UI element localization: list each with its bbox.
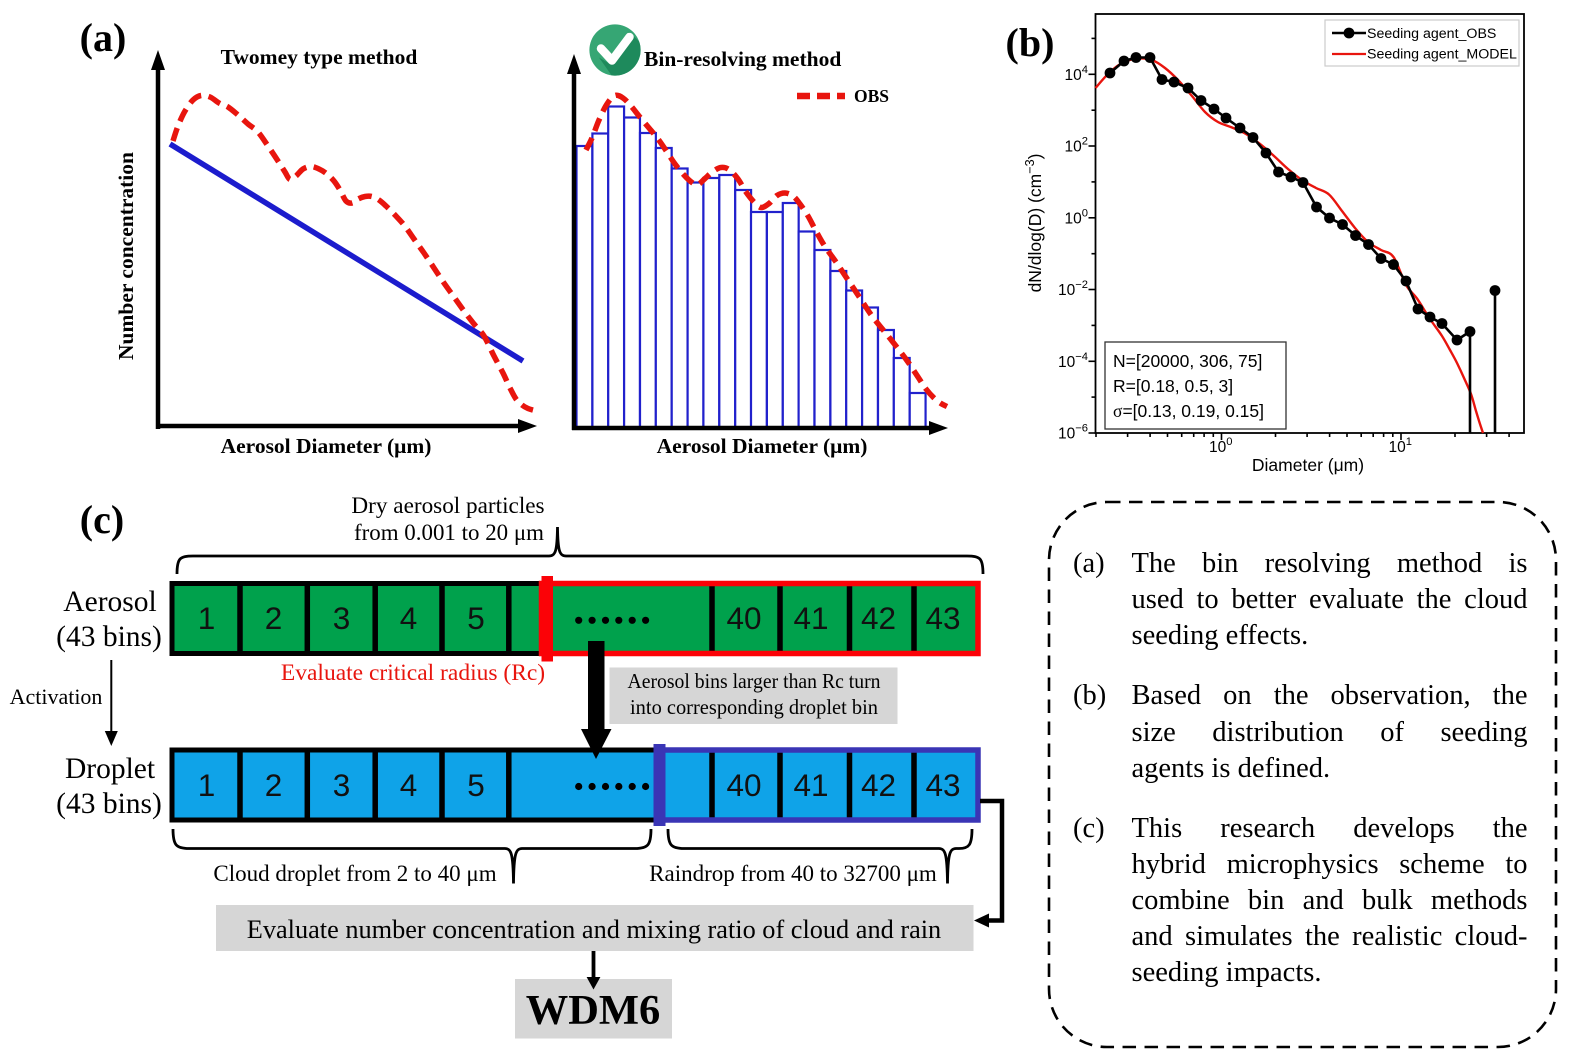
svg-text:Activation: Activation [10,684,103,709]
svg-text:Aerosol bins larger than Rc tu: Aerosol bins larger than Rc turn [628,669,881,693]
svg-text:Droplet: Droplet [65,753,156,785]
svg-text:10−2: 10−2 [1058,279,1088,299]
svg-text:(a): (a) [80,15,127,60]
svg-text:Raindrop from 40 to 32700 μm: Raindrop from 40 to 32700 μm [649,861,937,886]
svg-text:43: 43 [925,600,960,636]
svg-text:Cloud droplet from 2 to 40 μm: Cloud droplet from 2 to 40 μm [213,861,496,886]
svg-text:3: 3 [333,600,351,636]
svg-text:(c): (c) [80,497,124,542]
svg-text:40: 40 [726,600,761,636]
svg-text:100: 100 [1209,436,1232,456]
svg-text:5: 5 [467,767,485,803]
svg-text:OBS: OBS [854,86,889,106]
svg-text:(43 bins): (43 bins) [56,788,162,820]
svg-text:Aerosol: Aerosol [63,586,156,618]
svg-text:into corresponding droplet bin: into corresponding droplet bin [630,695,878,719]
svg-text:10−6: 10−6 [1058,423,1088,443]
svg-text:4: 4 [400,600,418,636]
svg-text:R=[0.18, 0.5, 3]: R=[0.18, 0.5, 3] [1113,376,1233,396]
svg-text:Evaluate number concentration: Evaluate number concentration and mixing… [247,915,941,944]
svg-text:Aerosol Diameter (μm): Aerosol Diameter (μm) [221,434,432,458]
svg-text:from 0.001 to 20 μm: from 0.001 to 20 μm [354,520,544,546]
svg-text:42: 42 [861,600,896,636]
svg-text:Bin-resolving method: Bin-resolving method [644,47,841,71]
svg-text:101: 101 [1389,436,1412,456]
svg-text:Seeding agent_MODEL: Seeding agent_MODEL [1367,47,1517,63]
svg-text:40: 40 [726,767,761,803]
svg-text:Number concentration: Number concentration [114,152,138,360]
svg-text:3: 3 [333,767,351,803]
svg-text:10−4: 10−4 [1058,351,1088,371]
svg-text:Dry aerosol particles: Dry aerosol particles [351,493,544,519]
svg-text:dN/dlog(D) (cm−3): dN/dlog(D) (cm−3) [1023,154,1045,293]
svg-text:4: 4 [400,767,418,803]
svg-text:Seeding agent_OBS: Seeding agent_OBS [1367,26,1496,42]
svg-text:(b): (b) [1006,20,1055,65]
svg-text:σ=[0.13, 0.19, 0.15]: σ=[0.13, 0.19, 0.15] [1113,401,1264,421]
svg-text:1: 1 [198,600,216,636]
svg-text:41: 41 [793,767,828,803]
svg-text:Twomey type method: Twomey type method [221,45,418,69]
svg-text:102: 102 [1065,136,1088,156]
svg-text:Diameter (μm): Diameter (μm) [1252,455,1364,475]
svg-text:Evaluate critical radius (Rc): Evaluate critical radius (Rc) [281,660,545,686]
svg-text:5: 5 [467,600,485,636]
svg-text:WDM6: WDM6 [526,987,661,1034]
svg-text:1: 1 [198,767,216,803]
svg-text:43: 43 [925,767,960,803]
svg-text:(43 bins): (43 bins) [56,621,162,653]
svg-text:100: 100 [1065,207,1088,227]
svg-text:2: 2 [265,600,283,636]
svg-text:42: 42 [861,767,896,803]
svg-text:Aerosol Diameter (μm): Aerosol Diameter (μm) [657,434,868,458]
svg-text:41: 41 [793,600,828,636]
svg-text:2: 2 [265,767,283,803]
svg-text:N=[20000, 306, 75]: N=[20000, 306, 75] [1113,351,1262,371]
svg-text:104: 104 [1065,64,1088,84]
